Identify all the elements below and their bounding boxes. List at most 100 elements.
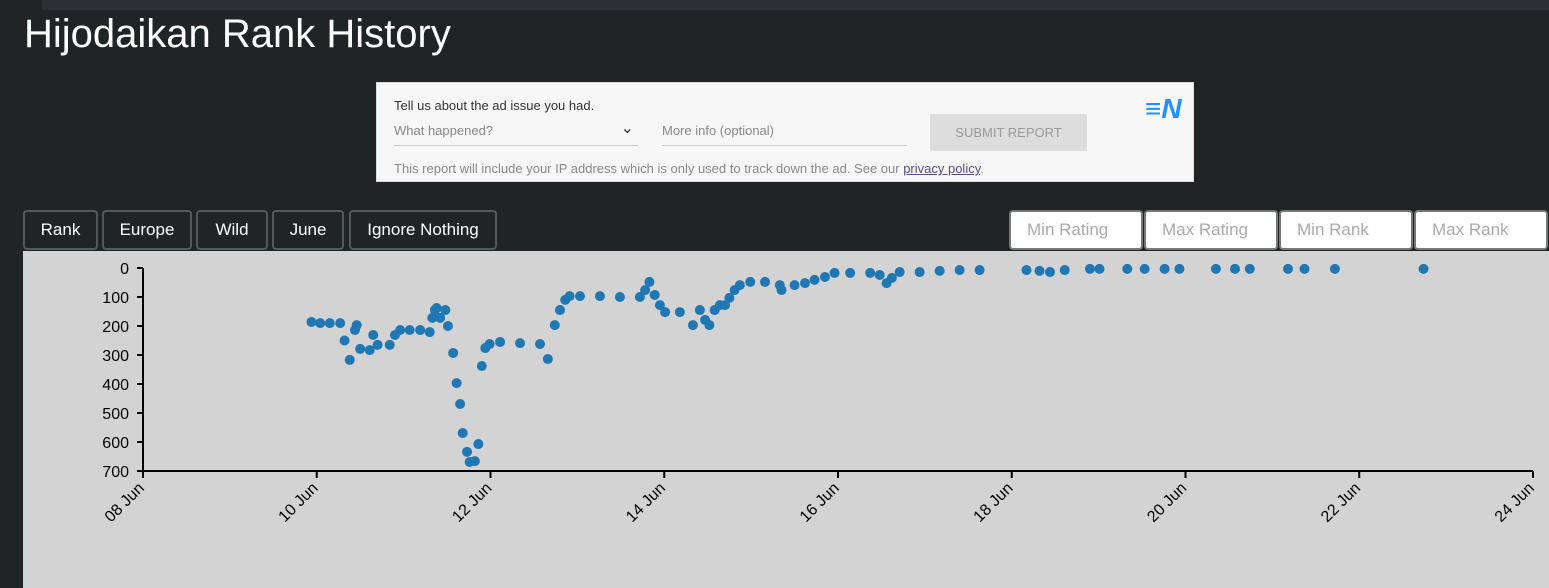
point — [776, 285, 787, 296]
point — [845, 267, 856, 278]
filter-button[interactable]: Rank — [23, 210, 98, 250]
point — [674, 307, 685, 318]
point — [724, 292, 735, 303]
point — [734, 280, 745, 291]
point — [355, 343, 366, 354]
ad-note: This report will include your IP address… — [394, 161, 984, 176]
point — [1139, 263, 1150, 274]
point — [1044, 267, 1055, 278]
ad-select[interactable]: What happened? — [394, 118, 638, 146]
point — [364, 345, 375, 356]
submit-button[interactable]: SUBMIT REPORT — [930, 114, 1087, 151]
point — [431, 303, 442, 314]
point — [1122, 263, 1133, 274]
point — [819, 271, 830, 282]
y-tick-label: 200 — [102, 319, 129, 336]
point — [415, 325, 426, 336]
point — [1299, 263, 1310, 274]
point — [654, 300, 665, 311]
point — [473, 439, 484, 450]
privacy-link[interactable]: privacy policy — [903, 161, 981, 176]
filter-input[interactable]: Min Rating — [1009, 210, 1143, 250]
point — [574, 291, 585, 302]
point — [424, 327, 435, 338]
point — [809, 274, 820, 285]
point — [476, 361, 487, 372]
point — [535, 338, 546, 349]
note-text: This report will include your IP address… — [394, 161, 904, 176]
point — [789, 280, 800, 291]
filter-input[interactable]: Min Rank — [1279, 210, 1413, 250]
point — [829, 267, 840, 278]
point — [515, 338, 526, 349]
point — [1210, 263, 1221, 274]
filter-button[interactable]: Ignore Nothing — [349, 210, 497, 250]
y-tick-label: 700 — [102, 464, 129, 481]
point — [335, 318, 346, 329]
y-tick-label: 400 — [102, 377, 129, 394]
point — [934, 265, 945, 276]
point — [339, 335, 350, 346]
y-tick-label: 0 — [120, 261, 129, 278]
point — [484, 338, 495, 349]
point — [442, 321, 453, 331]
point — [874, 269, 885, 280]
point — [720, 300, 731, 311]
point — [435, 312, 446, 323]
point — [457, 428, 468, 439]
point — [865, 267, 876, 278]
point — [974, 265, 985, 276]
point — [1418, 263, 1429, 274]
point — [351, 320, 362, 331]
point — [634, 292, 645, 302]
point — [799, 278, 810, 289]
y-tick-label: 600 — [102, 435, 129, 452]
point — [1084, 263, 1095, 274]
point — [649, 289, 660, 300]
point — [640, 285, 651, 296]
point — [914, 267, 925, 278]
point — [384, 339, 395, 350]
filter-input[interactable]: Max Rank — [1414, 210, 1548, 250]
page-title: Hijodaikan Rank History — [24, 12, 451, 56]
point — [594, 291, 605, 302]
point — [1159, 263, 1170, 274]
point — [440, 305, 451, 316]
filter-button[interactable]: June — [272, 210, 344, 250]
point — [760, 276, 771, 287]
point — [448, 347, 459, 358]
point — [1059, 265, 1070, 276]
point — [745, 276, 756, 287]
point — [462, 446, 473, 457]
point — [368, 329, 379, 340]
point — [687, 320, 698, 331]
point — [1244, 263, 1255, 274]
point — [614, 292, 625, 302]
point — [1034, 265, 1045, 276]
point — [306, 316, 317, 327]
point — [1329, 263, 1340, 274]
ad-report: Tell us about the ad issue you had. What… — [376, 82, 1194, 182]
point — [1283, 263, 1294, 274]
top-bar — [42, 0, 1549, 10]
point — [1094, 263, 1105, 274]
chart-background — [23, 251, 1549, 588]
y-tick-label: 300 — [102, 348, 129, 365]
point — [1230, 263, 1241, 274]
filter-input[interactable]: Max Rating — [1144, 210, 1278, 250]
y-tick-label: 100 — [102, 290, 129, 307]
point — [315, 318, 326, 329]
point — [954, 265, 965, 276]
ad-prompt: Tell us about the ad issue you had. — [394, 98, 595, 113]
point — [451, 378, 462, 389]
point — [644, 276, 655, 287]
filter-button[interactable]: Europe — [102, 210, 192, 250]
filter-button[interactable]: Wild — [196, 210, 268, 250]
point — [469, 456, 480, 467]
y-tick-label: 500 — [102, 406, 129, 423]
point — [427, 312, 438, 323]
point — [404, 325, 415, 336]
ad-info-input[interactable]: More info (optional) — [662, 123, 907, 146]
point — [324, 318, 335, 329]
